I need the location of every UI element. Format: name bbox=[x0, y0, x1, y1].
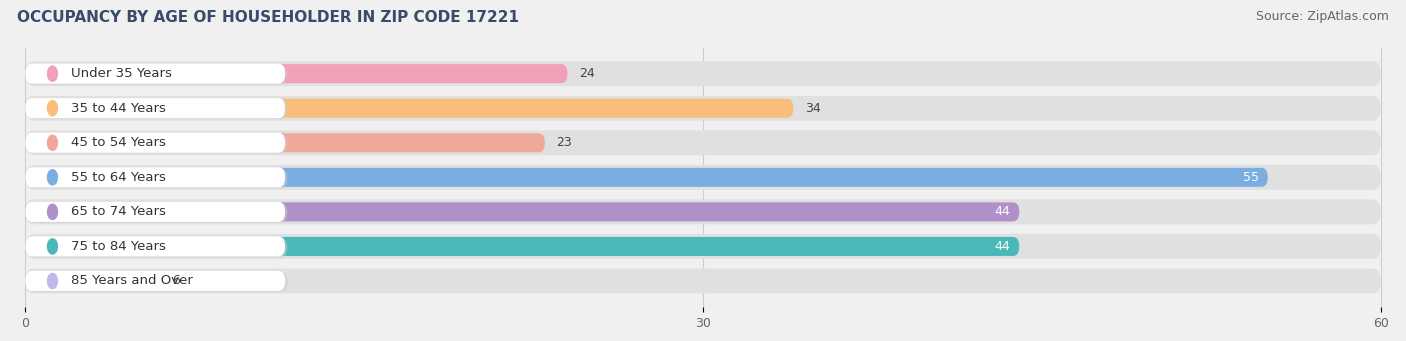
Text: OCCUPANCY BY AGE OF HOUSEHOLDER IN ZIP CODE 17221: OCCUPANCY BY AGE OF HOUSEHOLDER IN ZIP C… bbox=[17, 10, 519, 25]
Circle shape bbox=[48, 204, 58, 220]
FancyBboxPatch shape bbox=[25, 133, 285, 153]
Text: 45 to 54 Years: 45 to 54 Years bbox=[70, 136, 166, 149]
FancyBboxPatch shape bbox=[28, 237, 287, 257]
FancyBboxPatch shape bbox=[25, 199, 1381, 224]
FancyBboxPatch shape bbox=[25, 130, 1381, 155]
FancyBboxPatch shape bbox=[25, 271, 285, 291]
Text: 44: 44 bbox=[994, 205, 1010, 218]
FancyBboxPatch shape bbox=[25, 61, 1381, 86]
FancyBboxPatch shape bbox=[25, 98, 285, 118]
Text: 24: 24 bbox=[579, 67, 595, 80]
FancyBboxPatch shape bbox=[25, 64, 568, 83]
Circle shape bbox=[48, 239, 58, 254]
Text: Under 35 Years: Under 35 Years bbox=[70, 67, 172, 80]
FancyBboxPatch shape bbox=[25, 236, 285, 256]
Text: 85 Years and Over: 85 Years and Over bbox=[70, 275, 193, 287]
Circle shape bbox=[48, 273, 58, 288]
Text: 35 to 44 Years: 35 to 44 Years bbox=[70, 102, 166, 115]
Text: 65 to 74 Years: 65 to 74 Years bbox=[70, 205, 166, 218]
Text: 6: 6 bbox=[172, 275, 180, 287]
FancyBboxPatch shape bbox=[25, 271, 160, 291]
FancyBboxPatch shape bbox=[28, 203, 287, 223]
FancyBboxPatch shape bbox=[25, 133, 546, 152]
FancyBboxPatch shape bbox=[28, 65, 287, 85]
Circle shape bbox=[48, 101, 58, 116]
FancyBboxPatch shape bbox=[28, 272, 287, 292]
Text: 55: 55 bbox=[1243, 171, 1258, 184]
Circle shape bbox=[48, 66, 58, 81]
Text: Source: ZipAtlas.com: Source: ZipAtlas.com bbox=[1256, 10, 1389, 23]
FancyBboxPatch shape bbox=[25, 202, 285, 222]
FancyBboxPatch shape bbox=[25, 167, 285, 187]
Circle shape bbox=[48, 135, 58, 150]
FancyBboxPatch shape bbox=[25, 165, 1381, 190]
FancyBboxPatch shape bbox=[25, 168, 1268, 187]
Text: 23: 23 bbox=[557, 136, 572, 149]
Text: 34: 34 bbox=[804, 102, 820, 115]
FancyBboxPatch shape bbox=[25, 269, 1381, 293]
Text: 55 to 64 Years: 55 to 64 Years bbox=[70, 171, 166, 184]
Text: 75 to 84 Years: 75 to 84 Years bbox=[70, 240, 166, 253]
FancyBboxPatch shape bbox=[25, 64, 285, 84]
Text: 44: 44 bbox=[994, 240, 1010, 253]
Circle shape bbox=[48, 170, 58, 185]
FancyBboxPatch shape bbox=[25, 234, 1381, 259]
FancyBboxPatch shape bbox=[25, 99, 793, 118]
FancyBboxPatch shape bbox=[25, 96, 1381, 121]
FancyBboxPatch shape bbox=[25, 237, 1019, 256]
FancyBboxPatch shape bbox=[28, 99, 287, 119]
FancyBboxPatch shape bbox=[25, 202, 1019, 221]
FancyBboxPatch shape bbox=[28, 168, 287, 188]
FancyBboxPatch shape bbox=[28, 134, 287, 154]
